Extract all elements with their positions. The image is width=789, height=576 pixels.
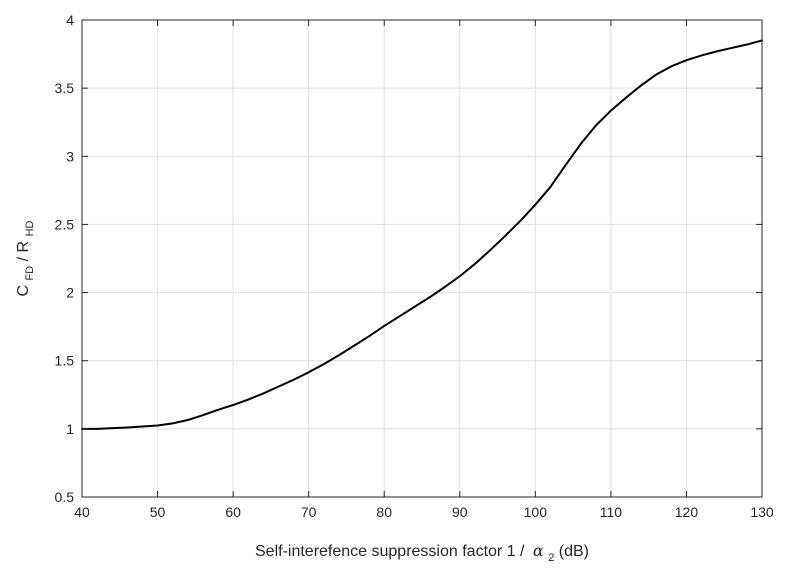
- y-tick-label: 1.5: [55, 353, 75, 369]
- plot-area: [82, 20, 762, 497]
- x-tick-label: 70: [301, 504, 317, 520]
- x-axis-label-suffix: (dB): [559, 543, 589, 560]
- x-tick-label: 90: [452, 504, 468, 520]
- x-axis-label-symbol: α: [533, 541, 544, 560]
- x-tick-label: 130: [750, 504, 774, 520]
- y-axis-label-c-sub: FD: [24, 266, 36, 281]
- y-tick-label: 1: [66, 421, 74, 437]
- x-tick-label: 40: [74, 504, 90, 520]
- x-tick-label: 100: [524, 504, 548, 520]
- axes-box: [81, 19, 763, 498]
- y-axis-label-r-sub: HD: [24, 220, 36, 236]
- y-tick-label: 4: [66, 12, 74, 28]
- data-series: [81, 39, 763, 430]
- x-axis-label: Self-interefence suppression factor 1 / …: [255, 541, 589, 565]
- x-tick-label: 80: [376, 504, 392, 520]
- x-axis-label-subscript: 2: [548, 552, 554, 564]
- y-tick-label: 2: [66, 285, 74, 301]
- x-tick-label: 60: [225, 504, 241, 520]
- y-axis-label-c: C: [15, 285, 32, 297]
- y-axis-label-r: R: [15, 241, 32, 253]
- y-tick-label: 3: [66, 148, 74, 164]
- series-line-0: [81, 39, 763, 430]
- x-tick-label: 50: [150, 504, 166, 520]
- x-tick-label: 110: [600, 504, 623, 520]
- y-tick-label: 2.5: [55, 216, 75, 232]
- y-axis-label-sep: /: [15, 252, 32, 261]
- y-axis-label: C FD / R HD: [15, 220, 37, 296]
- y-tick-label: 3.5: [55, 80, 75, 96]
- x-tick-label: 120: [675, 504, 699, 520]
- y-tick-label: 0.5: [55, 489, 75, 505]
- x-axis-label-prefix: Self-interefence suppression factor 1 /: [255, 543, 529, 560]
- axis-ticks: 40 50 60 70 80 90 100 110 120 130 0.5 1 1.5 2 2.5 3 3.5 4: [55, 12, 774, 520]
